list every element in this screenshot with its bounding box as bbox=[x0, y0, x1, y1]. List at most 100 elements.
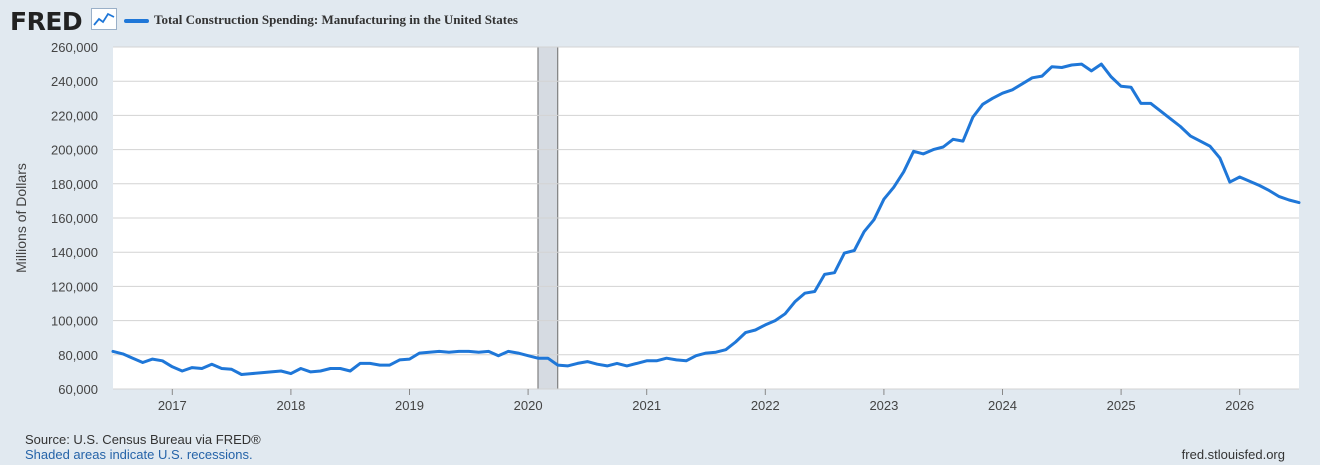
data-point[interactable] bbox=[151, 357, 154, 361]
data-point[interactable] bbox=[1238, 175, 1241, 179]
data-point[interactable] bbox=[1080, 62, 1083, 66]
data-point[interactable] bbox=[694, 354, 698, 357]
data-point[interactable] bbox=[942, 145, 945, 149]
data-point[interactable] bbox=[1100, 62, 1103, 66]
data-point[interactable] bbox=[675, 358, 678, 362]
data-point[interactable] bbox=[586, 360, 589, 363]
data-point[interactable] bbox=[902, 170, 905, 173]
data-point[interactable] bbox=[457, 350, 461, 353]
data-point[interactable] bbox=[497, 354, 500, 357]
data-point[interactable] bbox=[131, 357, 134, 360]
data-point[interactable] bbox=[1179, 125, 1182, 128]
data-point[interactable] bbox=[1070, 63, 1073, 67]
data-point[interactable] bbox=[1139, 102, 1143, 105]
data-point[interactable] bbox=[1129, 86, 1133, 89]
data-point[interactable] bbox=[1278, 195, 1281, 198]
data-point[interactable] bbox=[418, 351, 421, 355]
data-point[interactable] bbox=[1228, 180, 1232, 184]
data-point[interactable] bbox=[1110, 75, 1113, 79]
data-point[interactable] bbox=[704, 351, 708, 355]
data-point[interactable] bbox=[141, 361, 144, 364]
data-point[interactable] bbox=[645, 359, 648, 362]
data-point[interactable] bbox=[566, 364, 569, 368]
data-point[interactable] bbox=[447, 351, 451, 354]
data-point[interactable] bbox=[536, 357, 540, 360]
data-point[interactable] bbox=[1040, 74, 1044, 78]
data-point[interactable] bbox=[111, 350, 115, 353]
data-point[interactable] bbox=[388, 363, 391, 367]
data-point[interactable] bbox=[1268, 189, 1271, 192]
data-point[interactable] bbox=[269, 370, 273, 374]
data-point[interactable] bbox=[813, 290, 816, 293]
data-point[interactable] bbox=[240, 373, 243, 376]
data-point[interactable] bbox=[467, 350, 470, 353]
data-point[interactable] bbox=[1258, 184, 1261, 187]
data-point[interactable] bbox=[121, 352, 125, 356]
data-point[interactable] bbox=[625, 364, 629, 368]
data-point[interactable] bbox=[1248, 180, 1251, 183]
data-point[interactable] bbox=[872, 218, 876, 221]
data-point[interactable] bbox=[378, 363, 382, 367]
data-point[interactable] bbox=[299, 367, 302, 370]
data-point[interactable] bbox=[685, 359, 688, 362]
data-point[interactable] bbox=[1021, 82, 1024, 86]
data-point[interactable] bbox=[398, 358, 401, 362]
data-point[interactable] bbox=[1050, 65, 1054, 68]
data-point[interactable] bbox=[991, 97, 994, 100]
data-point[interactable] bbox=[912, 150, 915, 153]
data-point[interactable] bbox=[329, 367, 332, 370]
data-point[interactable] bbox=[862, 230, 866, 233]
data-point[interactable] bbox=[961, 139, 965, 143]
data-point[interactable] bbox=[408, 357, 411, 361]
data-point[interactable] bbox=[596, 363, 599, 366]
data-point[interactable] bbox=[250, 372, 253, 375]
data-point[interactable] bbox=[853, 249, 856, 252]
data-point[interactable] bbox=[190, 366, 194, 369]
data-point[interactable] bbox=[615, 362, 619, 365]
data-point[interactable] bbox=[309, 370, 312, 374]
data-point[interactable] bbox=[1199, 139, 1202, 143]
data-point[interactable] bbox=[556, 363, 559, 367]
data-point[interactable] bbox=[1001, 92, 1004, 95]
data-point[interactable] bbox=[477, 351, 480, 354]
data-point[interactable] bbox=[181, 369, 184, 373]
data-point[interactable] bbox=[783, 312, 787, 315]
data-point[interactable] bbox=[1218, 156, 1222, 160]
fred-url-link[interactable]: fred.stlouisfed.org bbox=[1181, 447, 1285, 462]
data-point[interactable] bbox=[981, 103, 984, 106]
data-point[interactable] bbox=[843, 251, 846, 255]
data-point[interactable] bbox=[665, 357, 668, 360]
data-point[interactable] bbox=[1090, 69, 1093, 73]
data-point[interactable] bbox=[833, 271, 836, 274]
data-point[interactable] bbox=[774, 319, 777, 322]
data-point[interactable] bbox=[438, 350, 441, 353]
data-point[interactable] bbox=[951, 138, 955, 141]
data-point[interactable] bbox=[1189, 134, 1192, 138]
fred-logo[interactable]: FRED bbox=[10, 7, 83, 36]
data-point[interactable] bbox=[1297, 201, 1301, 204]
data-point[interactable] bbox=[576, 362, 579, 365]
data-point[interactable] bbox=[922, 152, 925, 156]
data-point[interactable] bbox=[487, 350, 490, 353]
data-point[interactable] bbox=[171, 365, 174, 368]
data-point[interactable] bbox=[803, 292, 806, 295]
data-point[interactable] bbox=[339, 367, 342, 370]
data-point[interactable] bbox=[1031, 76, 1034, 80]
data-point[interactable] bbox=[1287, 198, 1291, 202]
data-point[interactable] bbox=[507, 350, 510, 353]
data-point[interactable] bbox=[823, 273, 826, 276]
data-point[interactable] bbox=[1060, 66, 1064, 69]
data-point[interactable] bbox=[200, 367, 204, 370]
data-point[interactable] bbox=[368, 362, 372, 365]
data-point[interactable] bbox=[655, 359, 658, 362]
data-point[interactable] bbox=[546, 357, 550, 360]
data-point[interactable] bbox=[526, 354, 530, 357]
data-point[interactable] bbox=[1011, 88, 1014, 92]
data-point[interactable] bbox=[210, 363, 213, 366]
data-point[interactable] bbox=[793, 300, 797, 303]
recession-note-link[interactable]: Shaded areas indicate U.S. recessions. bbox=[25, 447, 253, 462]
data-point[interactable] bbox=[358, 362, 362, 365]
data-point[interactable] bbox=[1208, 145, 1212, 148]
data-point[interactable] bbox=[1119, 85, 1123, 88]
data-point[interactable] bbox=[428, 351, 431, 354]
